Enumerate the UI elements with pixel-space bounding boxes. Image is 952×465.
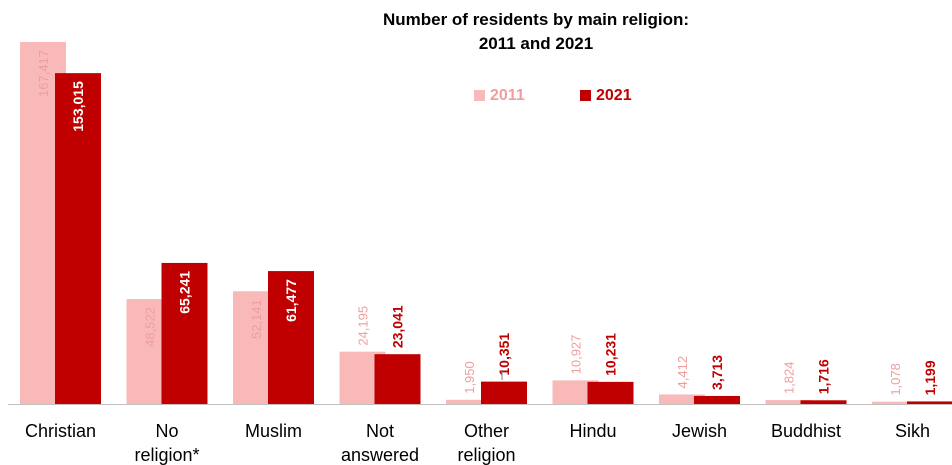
category-label-4-1: religion	[457, 445, 515, 465]
bar-2011-5	[552, 380, 599, 404]
chart-legend: 2011 2021	[474, 87, 632, 104]
data-label-2011-3: 24,195	[356, 306, 371, 346]
data-label-2011-2: 52,141	[249, 299, 264, 339]
bar-2021-4	[481, 381, 527, 404]
category-label-0-0: Christian	[25, 421, 96, 441]
bar-2021-7	[800, 400, 847, 404]
category-label-7-0: Buddhist	[771, 421, 841, 441]
category-label-1-0: No	[155, 421, 178, 441]
data-label-2011-5: 10,927	[569, 335, 584, 375]
category-label-1-1: religion*	[134, 445, 199, 465]
bar-2011-8	[872, 401, 918, 404]
data-label-2021-5: 10,231	[603, 333, 619, 376]
data-label-2021-3: 23,041	[390, 305, 406, 348]
category-label-3-1: answered	[341, 445, 419, 465]
category-label-8-0: Sikh	[895, 421, 930, 441]
data-label-2011-7: 1,824	[782, 362, 797, 395]
bar-2011-4	[446, 399, 492, 404]
data-label-2011-0: 167,417	[36, 50, 51, 97]
category-label-4-0: Other	[464, 421, 509, 441]
data-label-2021-7: 1,716	[816, 359, 832, 394]
category-label-5-0: Hindu	[569, 421, 616, 441]
data-label-2011-1: 48,522	[143, 307, 158, 347]
bar-2021-5	[587, 381, 634, 404]
data-label-2021-2: 61,477	[283, 279, 299, 322]
bar-2011-7	[765, 400, 812, 404]
data-label-2011-4: 1,950	[462, 361, 477, 394]
chart-title-line-1: Number of residents by main religion:	[383, 10, 689, 29]
bars	[20, 42, 952, 405]
bar-2011-6	[659, 394, 705, 404]
bar-2021-2	[268, 271, 314, 404]
legend-label-2011: 2011	[490, 87, 525, 104]
bar-2021-8	[907, 401, 952, 404]
data-labels: 167,417 153,015 48,522 65,241 52,141 61,477 24…	[36, 50, 938, 396]
data-label-2021-4: 10,351	[496, 333, 512, 376]
data-label-2021-1: 65,241	[177, 271, 193, 314]
legend-label-2021: 2021	[596, 87, 632, 104]
bar-2021-3	[374, 354, 421, 404]
data-label-2021-8: 1,199	[922, 360, 938, 395]
bar-2021-6	[694, 395, 740, 404]
bar-2021-1	[161, 262, 208, 404]
category-label-2-0: Muslim	[245, 421, 302, 441]
chart-title: Number of residents by main religion: 201…	[383, 10, 689, 53]
category-label-6-0: Jewish	[672, 421, 727, 441]
data-label-2021-0: 153,015	[70, 81, 86, 132]
bar-2021-0	[55, 73, 101, 405]
legend-swatch-2021	[580, 90, 591, 101]
data-label-2011-6: 4,412	[675, 356, 690, 389]
category-labels: Christian No religion* Muslim Not answered Oth…	[25, 421, 930, 465]
data-label-2011-8: 1,078	[888, 363, 903, 396]
data-label-2021-6: 3,713	[709, 355, 725, 390]
chart-title-line-2: 2011 and 2021	[479, 34, 593, 53]
category-label-3-0: Not	[366, 421, 394, 441]
legend-swatch-2011	[474, 90, 485, 101]
